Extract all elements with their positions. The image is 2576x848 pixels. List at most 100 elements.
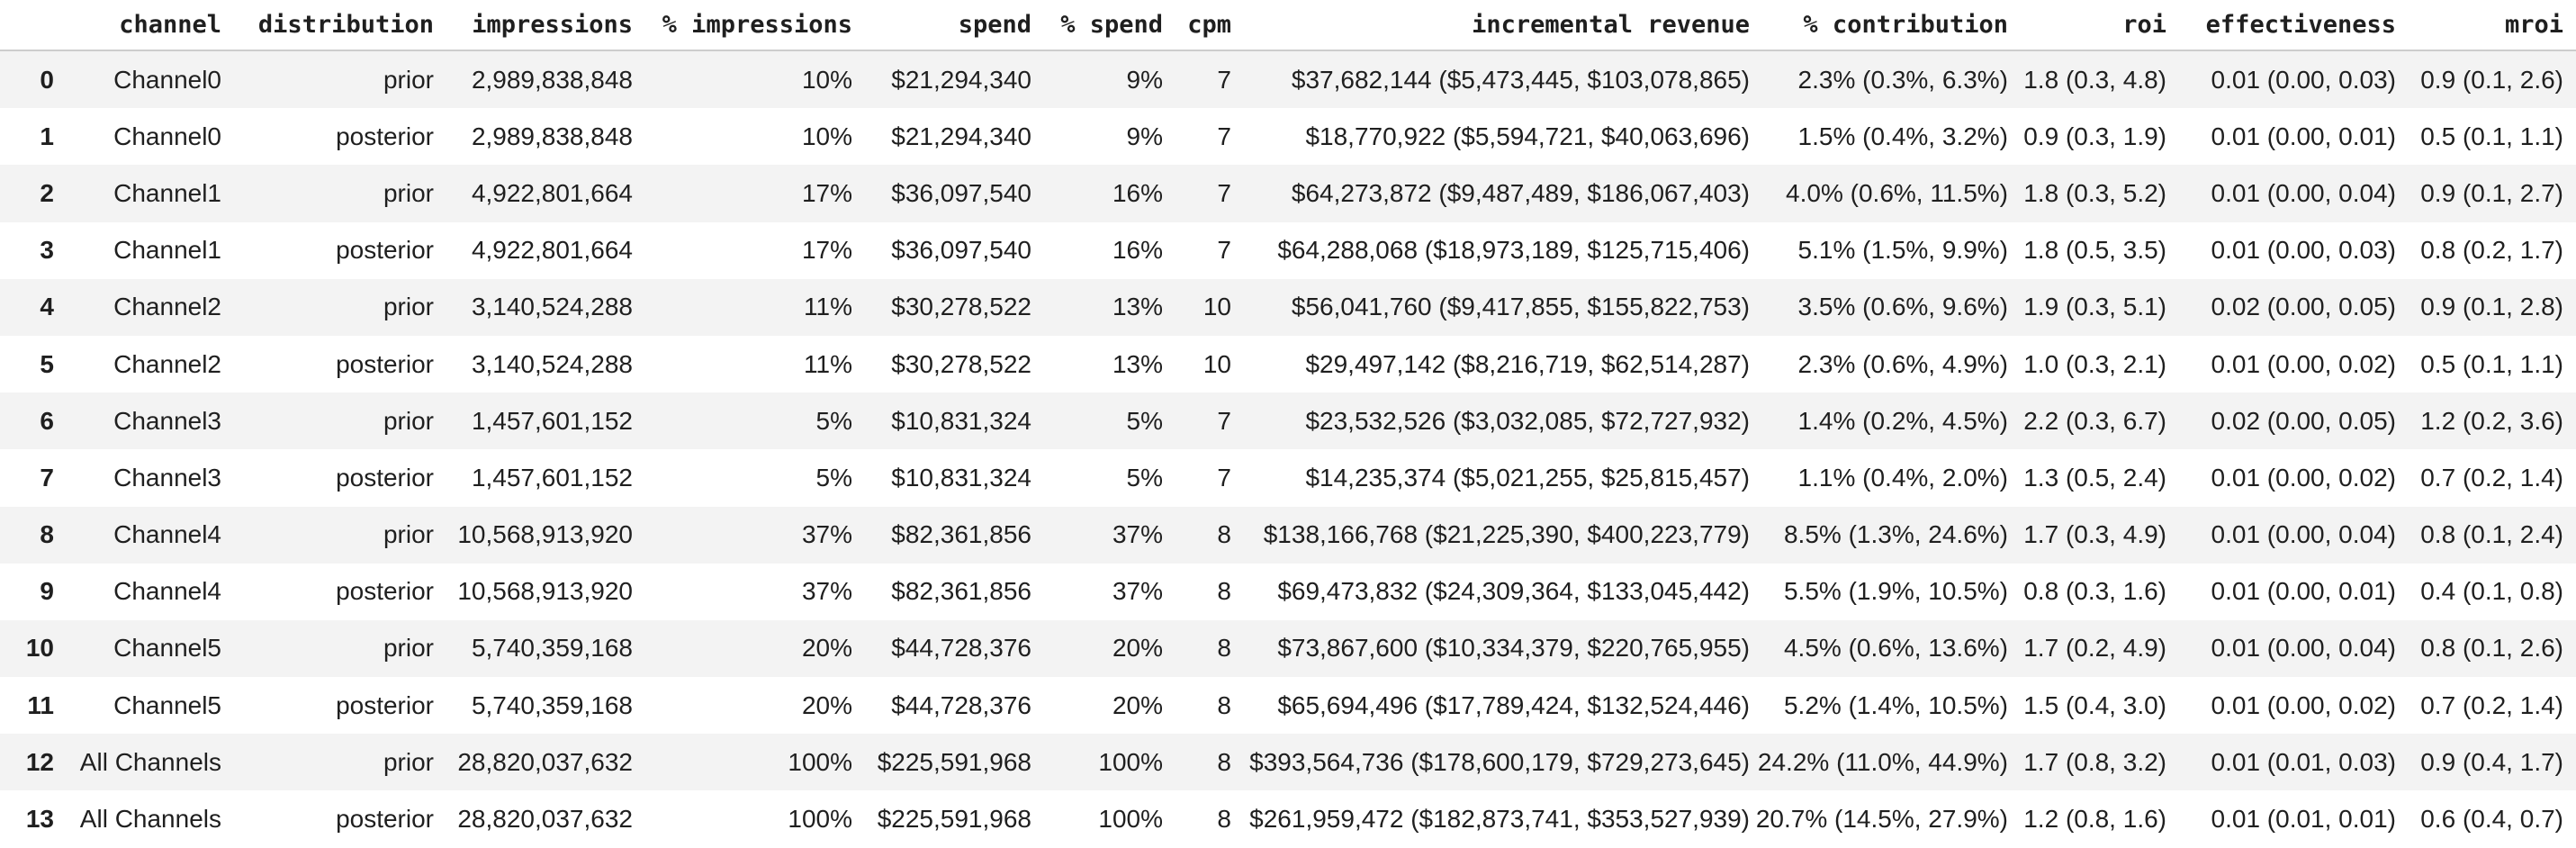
cell: 1.7 (0.3, 4.9) (2023, 520, 2166, 549)
cell: 0.6 (0.4, 0.7) (2420, 805, 2563, 834)
cell: Channel0 (113, 122, 221, 150)
cell: 0.7 (0.2, 1.4) (2420, 463, 2563, 492)
cell: 1.8 (0.5, 3.5) (2023, 236, 2166, 265)
table-row: 5 Channel2 posterior 3,140,524,288 11% $30,27… (0, 335, 2576, 393)
cell: Channel1 (113, 178, 221, 207)
cell: Channel3 (113, 463, 221, 492)
column-header-channel: channel (59, 0, 227, 51)
cell: 37% (801, 577, 852, 606)
cell: $21,294,340 (891, 65, 1031, 94)
column-header-pct-impressions: % impressions (638, 0, 858, 51)
cell: $36,097,540 (891, 178, 1031, 207)
cell: 5% (1126, 406, 1163, 435)
cell: 20% (1112, 690, 1163, 719)
cell: 37% (1112, 577, 1163, 606)
table-body: 0 Channel0 prior 2,989,838,848 10% $21,294,34… (0, 50, 2576, 848)
cell: 24.2% (11.0%, 44.9%) (1757, 747, 2008, 776)
column-header-pct-contribution: % contribution (1755, 0, 2013, 51)
cell: prior (383, 65, 434, 94)
row-index: 3 (40, 236, 54, 265)
cell: 8 (1217, 805, 1231, 834)
cell: $56,041,760 ($9,417,855, $155,822,753) (1291, 293, 1750, 321)
table-row: 12 All Channels prior 28,820,037,632 100% $22… (0, 734, 2576, 791)
cell: 1.3 (0.5, 2.4) (2023, 463, 2166, 492)
cell: 4,922,801,664 (471, 178, 633, 207)
cell: $37,682,144 ($5,473,445, $103,078,865) (1291, 65, 1750, 94)
cell: $82,361,856 (891, 520, 1031, 549)
row-index: 4 (40, 293, 54, 321)
row-index: 13 (25, 805, 54, 834)
cell: prior (383, 634, 434, 663)
cell: $225,591,968 (877, 747, 1031, 776)
cell: 5% (815, 406, 852, 435)
cell: 1,457,601,152 (471, 463, 633, 492)
cell: All Channels (79, 747, 221, 776)
cell: 0.01 (0.00, 0.01) (2211, 577, 2396, 606)
cell: 10,568,913,920 (457, 520, 633, 549)
cell: 0.8 (0.1, 2.6) (2420, 634, 2563, 663)
index-column-header (0, 0, 59, 51)
cell: 0.01 (0.00, 0.03) (2211, 65, 2396, 94)
column-header-mroi: mroi (2401, 0, 2576, 51)
cell: 13% (1112, 349, 1163, 378)
cell: 0.01 (0.01, 0.03) (2211, 747, 2396, 776)
cell: 17% (801, 236, 852, 265)
column-header-distribution: distribution (227, 0, 439, 51)
cell: $44,728,376 (891, 690, 1031, 719)
cell: 1.7 (0.2, 4.9) (2023, 634, 2166, 663)
cell: Channel0 (113, 65, 221, 94)
cell: 10 (1202, 293, 1231, 321)
cell: 0.5 (0.1, 1.1) (2420, 349, 2563, 378)
cell: 11% (804, 349, 852, 378)
cell: 8.5% (1.3%, 24.6%) (1783, 520, 2008, 549)
cell: $73,867,600 ($10,334,379, $220,765,955) (1277, 634, 1750, 663)
cell: 10 (1202, 349, 1231, 378)
cell: prior (383, 406, 434, 435)
cell: 17% (801, 178, 852, 207)
cell: 3,140,524,288 (471, 293, 633, 321)
table-row: 2 Channel1 prior 4,922,801,664 17% $36,097,54… (0, 165, 2576, 222)
cell: 10% (801, 65, 852, 94)
cell: 3,140,524,288 (471, 349, 633, 378)
cell: $18,770,922 ($5,594,721, $40,063,696) (1305, 122, 1750, 150)
cell: 0.8 (0.2, 1.7) (2420, 236, 2563, 265)
column-header-spend: spend (858, 0, 1037, 51)
table-row: 4 Channel2 prior 3,140,524,288 11% $30,278,52… (0, 278, 2576, 336)
cell: 7 (1217, 406, 1231, 435)
cell: prior (383, 293, 434, 321)
column-header-cpm: cpm (1168, 0, 1237, 51)
cell: 1.8 (0.3, 4.8) (2023, 65, 2166, 94)
cell: 20% (1112, 634, 1163, 663)
cell: 0.8 (0.3, 1.6) (2023, 577, 2166, 606)
cell: posterior (336, 122, 434, 150)
cell: 20% (801, 634, 852, 663)
cell: 1,457,601,152 (471, 406, 633, 435)
cell: 0.01 (0.00, 0.02) (2211, 463, 2396, 492)
cell: 5,740,359,168 (471, 634, 633, 663)
row-index: 6 (40, 406, 54, 435)
cell: 5,740,359,168 (471, 690, 633, 719)
cell: 2,989,838,848 (471, 65, 633, 94)
cell: posterior (336, 577, 434, 606)
cell: 0.9 (0.1, 2.7) (2420, 178, 2563, 207)
cell: 1.2 (0.8, 1.6) (2023, 805, 2166, 834)
cell: 3.5% (0.6%, 9.6%) (1797, 293, 2008, 321)
cell: 16% (1112, 236, 1163, 265)
table-row: 11 Channel5 posterior 5,740,359,168 20% $44,7… (0, 677, 2576, 735)
cell: 9% (1126, 65, 1163, 94)
cell: $82,361,856 (891, 577, 1031, 606)
cell: 28,820,037,632 (457, 747, 633, 776)
cell: 0.8 (0.1, 2.4) (2420, 520, 2563, 549)
cell: 1.0 (0.3, 2.1) (2023, 349, 2166, 378)
cell: 1.4% (0.2%, 4.5%) (1797, 406, 2008, 435)
cell: 2.2 (0.3, 6.7) (2023, 406, 2166, 435)
column-header-roi: roi (2013, 0, 2172, 51)
cell: 5.5% (1.9%, 10.5%) (1783, 577, 2008, 606)
cell: 20.7% (14.5%, 27.9%) (1755, 805, 2008, 834)
cell: 2.3% (0.3%, 6.3%) (1797, 65, 2008, 94)
cell: 13% (1112, 293, 1163, 321)
row-index: 12 (25, 747, 54, 776)
cell: 1.5 (0.4, 3.0) (2023, 690, 2166, 719)
cell: 0.9 (0.3, 1.9) (2023, 122, 2166, 150)
